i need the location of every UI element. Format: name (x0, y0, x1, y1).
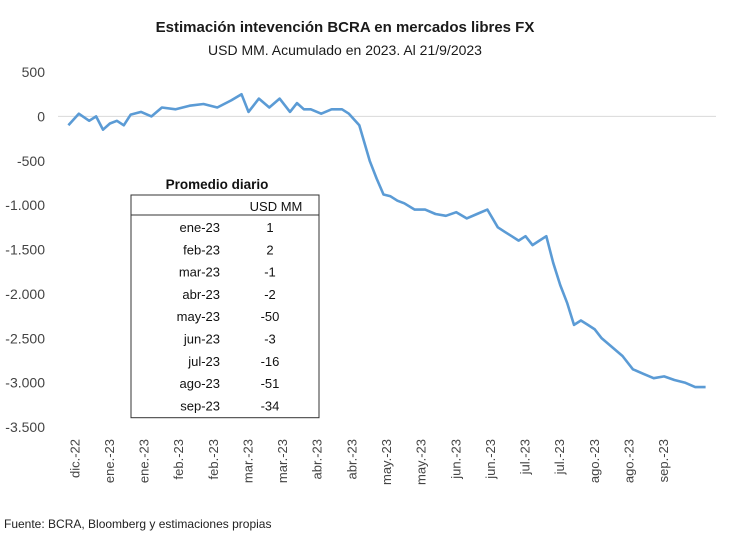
y-tick-label: -2.500 (5, 330, 45, 346)
y-tick-label: 0 (37, 108, 45, 124)
x-tick-label: mar.-23 (275, 439, 290, 483)
y-tick-label: -3.500 (5, 419, 45, 435)
x-tick-label: ene.-23 (102, 439, 117, 483)
table-value-cell: -1 (264, 265, 276, 280)
x-axis: dic.-22 ene.-23 ene.-23 feb.-23 feb.-23 mar.-… (67, 439, 671, 485)
table-value-cell: -2 (264, 287, 276, 302)
x-tick-label: dic.-22 (67, 439, 82, 478)
y-tick-label: 500 (22, 64, 46, 80)
x-tick-label: mar.-23 (240, 439, 255, 483)
table-value-cell: 1 (266, 220, 273, 235)
y-tick-label: -2.000 (5, 286, 45, 302)
chart-subtitle: USD MM. Acumulado en 2023. Al 21/9/2023 (208, 42, 482, 58)
x-tick-label: jul.-23 (518, 439, 533, 475)
y-tick-label: -1.000 (5, 197, 45, 213)
table-month-cell: mar-23 (179, 265, 220, 280)
x-tick-label: ago.-23 (587, 439, 602, 483)
y-tick-label: -500 (17, 153, 45, 169)
daily-average-table: Promedio diario USD MM ene-23 1 feb-23 2 mar-2… (130, 177, 320, 419)
x-tick-label: ene.-23 (137, 439, 152, 483)
chart-title: Estimación intevención BCRA en mercados … (156, 19, 535, 36)
x-tick-label: feb.-23 (206, 439, 221, 479)
table-value-cell: -3 (264, 332, 276, 347)
x-tick-label: may.-23 (379, 439, 394, 485)
table-month-cell: sep-23 (180, 398, 220, 413)
table-value-cell: -16 (261, 354, 280, 369)
source-note: Fuente: BCRA, Bloomberg y estimaciones p… (4, 517, 271, 531)
x-tick-label: may.-23 (414, 439, 429, 485)
table-month-cell: abr-23 (182, 287, 220, 302)
table-month-cell: jun-23 (183, 332, 220, 347)
table-month-cell: ago-23 (180, 376, 220, 391)
x-tick-label: abr.-23 (310, 439, 325, 479)
table-value-cell: 2 (266, 242, 273, 257)
y-tick-label: -1.500 (5, 242, 45, 258)
x-tick-label: ago.-23 (621, 439, 636, 483)
table-column-header: USD MM (250, 199, 303, 214)
table-month-cell: jul-23 (187, 354, 220, 369)
y-axis: 500 0 -500 -1.000 -1.500 -2.000 -2.500 -3.000 -3… (5, 64, 45, 435)
table-month-cell: may-23 (177, 309, 220, 324)
table-border (130, 194, 320, 419)
x-tick-label: abr.-23 (344, 439, 359, 479)
y-tick-label: -3.000 (5, 375, 45, 391)
table-value-cell: -50 (261, 309, 280, 324)
x-tick-label: jun.-23 (448, 439, 463, 480)
x-tick-label: sep.-23 (656, 439, 671, 482)
table-title: Promedio diario (166, 177, 269, 192)
table-value-cell: -51 (261, 376, 280, 391)
series-line (67, 92, 706, 389)
table-month-cell: feb-23 (183, 242, 220, 257)
table-value-cell: -34 (261, 398, 280, 413)
x-tick-label: jul.-23 (552, 439, 567, 475)
x-tick-label: jun.-23 (483, 439, 498, 480)
table-month-cell: ene-23 (180, 220, 220, 235)
x-tick-label: feb.-23 (171, 439, 186, 479)
